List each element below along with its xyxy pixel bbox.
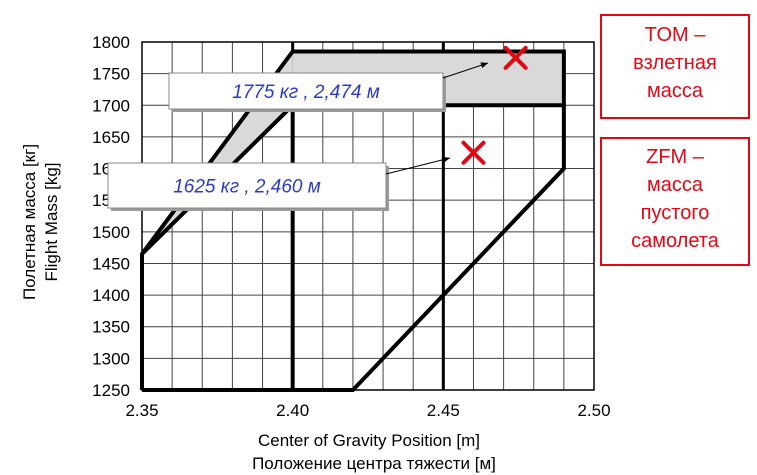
legend-line-tom: TOM – [645,24,707,46]
x-tick-label: 2.45 [427,401,460,420]
legend-line-zfm: ZFM – [646,146,705,168]
y-tick-label: 1800 [92,33,130,52]
y-axis-title-ru: Полетная масса [кг] [20,144,39,300]
y-tick-label: 1750 [92,65,130,84]
legend-line-zfm: самолета [631,230,720,252]
legend-line-tom: взлетная [633,52,717,74]
legend-boxes: TOM – взлетная масса ZFM – масса пустого самол… [600,14,750,266]
callout-box-tom [168,72,444,110]
y-tick-label: 1350 [92,318,130,337]
series-inner-boundary [140,100,295,390]
y-tick-label: 1450 [92,254,130,273]
legend-line-zfm: масса [647,174,704,196]
x-tick-label: 2.35 [125,401,158,420]
legend-line-zfm: пустого [641,202,710,224]
marker-stroke [461,140,486,165]
y-tick-label: 1300 [92,349,130,368]
legend-line-tom: масса [647,80,704,102]
x-tick-label: 2.50 [577,401,610,420]
callout-label-tom: 1775 кг , 2,474 м [232,82,380,103]
legend-box-zfm [600,137,750,266]
y-tick-label: 1250 [92,381,130,400]
callout-arrow-head [442,156,450,163]
x-axis-title-ru: Положение центра тяжести [м] [252,454,496,473]
y-tick-label: 1500 [92,223,130,242]
legend-box-tom [600,14,750,119]
callout-label-zfm: 1625 кг , 2,460 м [173,177,321,198]
marker-zfm [461,140,486,165]
y-tick-label: 1700 [92,96,130,115]
markers [461,45,528,165]
marker-tom [503,45,528,70]
callouts: 1775 кг , 2,474 м 1625 кг , 2,460 м [107,62,489,211]
x-axis-title: Center of Gravity Position [m] [258,431,480,450]
callout-box-zfm [107,162,387,209]
y-tick-label: 1650 [92,128,130,147]
plot-border [141,41,595,391]
marker-stroke [503,45,528,70]
y-axis-title: Flight Mass [kg] [42,162,61,281]
y-tick-label: 1400 [92,286,130,305]
plot-frame [141,41,595,391]
callout-arrow-head [480,62,488,69]
callout-arrow-line [385,157,451,175]
x-tick-label: 2.40 [276,401,309,420]
callout-arrow-line [442,62,489,79]
